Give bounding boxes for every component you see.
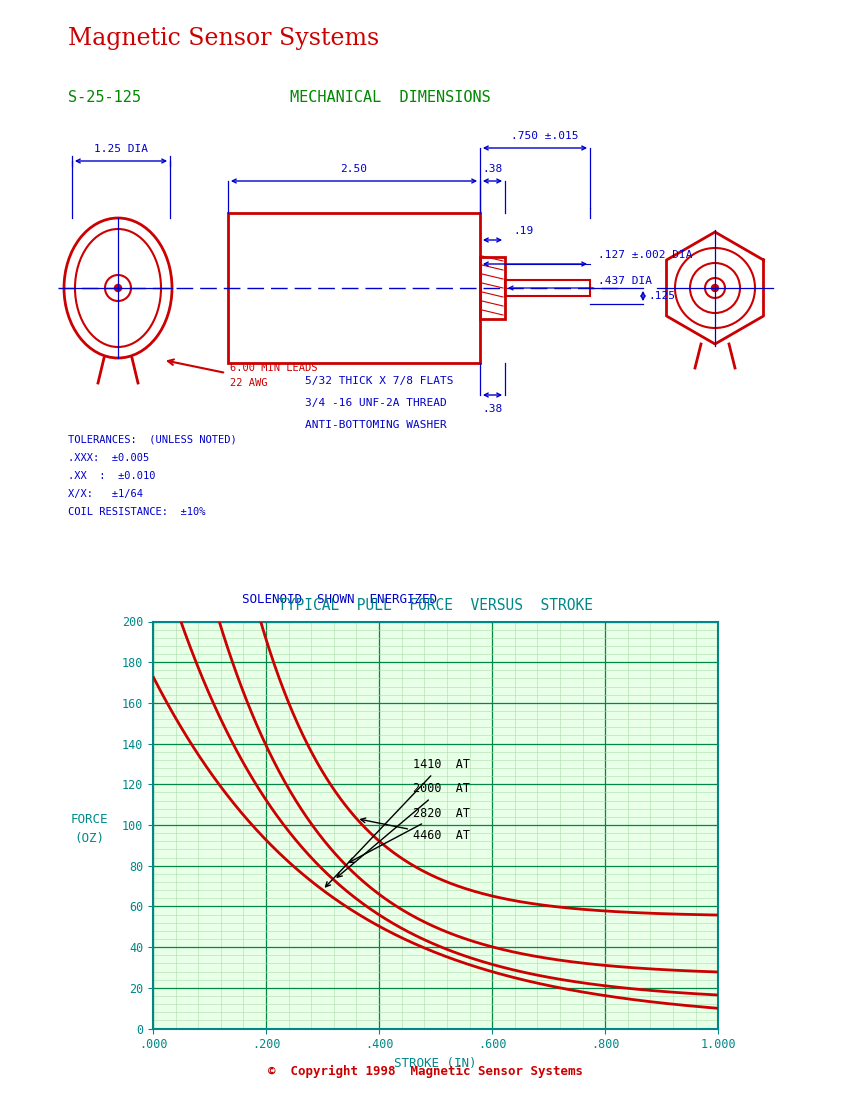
Text: 4460  AT: 4460 AT [360,818,470,843]
Text: S-25-125: S-25-125 [68,90,141,106]
Text: 2.50: 2.50 [341,164,367,174]
Text: 5/32 THICK X 7/8 FLATS: 5/32 THICK X 7/8 FLATS [305,376,454,386]
Text: .XXX:  ±0.005: .XXX: ±0.005 [68,453,150,463]
Text: ANTI-BOTTOMING WASHER: ANTI-BOTTOMING WASHER [305,420,447,430]
Text: 2000  AT: 2000 AT [337,782,470,877]
Text: .127 ±.002 DIA: .127 ±.002 DIA [598,250,693,260]
Text: COIL RESISTANCE:  ±10%: COIL RESISTANCE: ±10% [68,507,206,517]
Text: .38: .38 [482,164,502,174]
Text: FORCE: FORCE [71,813,108,826]
Bar [228,213,480,363]
Text: ©  Copyright 1998  Magnetic Sensor Systems: © Copyright 1998 Magnetic Sensor Systems [268,1065,582,1078]
Text: .125: .125 [648,292,675,301]
X-axis label: STROKE (IN): STROKE (IN) [394,1057,477,1070]
Text: SOLENOID  SHOWN  ENERGIZED: SOLENOID SHOWN ENERGIZED [242,593,438,606]
Text: MECHANICAL  DIMENSIONS: MECHANICAL DIMENSIONS [290,90,490,106]
Text: (OZ): (OZ) [74,832,105,845]
Text: 6.00 MIN LEADS: 6.00 MIN LEADS [230,363,318,373]
Text: 3/4 -16 UNF-2A THREAD: 3/4 -16 UNF-2A THREAD [305,398,447,408]
Text: 1.25 DIA: 1.25 DIA [94,144,148,154]
Text: .437 DIA: .437 DIA [598,276,652,286]
Text: .38: .38 [482,404,502,414]
Text: 1410  AT: 1410 AT [326,758,470,887]
Circle shape [711,285,718,292]
Text: TOLERANCES:  (UNLESS NOTED): TOLERANCES: (UNLESS NOTED) [68,434,237,446]
Text: .750 ±.015: .750 ±.015 [511,131,579,141]
Text: 2820  AT: 2820 AT [349,807,470,862]
Text: .XX  :  ±0.010: .XX : ±0.010 [68,471,156,481]
Title: TYPICAL  PULL  FORCE  VERSUS  STROKE: TYPICAL PULL FORCE VERSUS STROKE [278,598,593,614]
Text: 22 AWG: 22 AWG [230,378,268,388]
Text: .19: .19 [513,226,533,236]
Bar [505,280,590,296]
Bar [480,257,505,319]
Text: Magnetic Sensor Systems: Magnetic Sensor Systems [68,26,379,50]
Circle shape [115,285,122,292]
Text: X/X:   ±1/64: X/X: ±1/64 [68,490,143,499]
